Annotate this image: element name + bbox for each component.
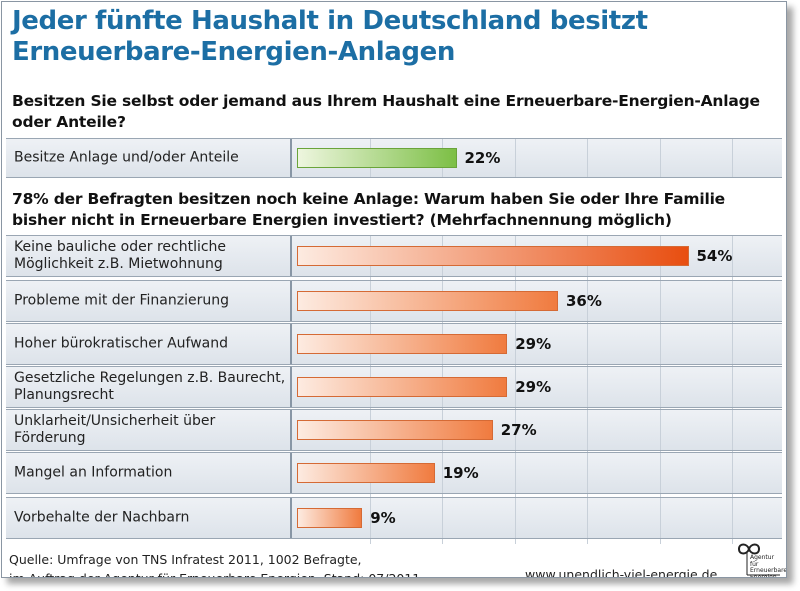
chart-row: Mangel an Information 19% bbox=[6, 452, 782, 494]
grid-line bbox=[659, 281, 661, 321]
grid-line bbox=[587, 498, 588, 538]
bar bbox=[297, 246, 689, 266]
value-label: 22% bbox=[464, 149, 501, 167]
chart-row: Hoher bürokratischer Aufwand 29% bbox=[6, 323, 782, 365]
grid-line bbox=[659, 498, 661, 538]
grid-line bbox=[587, 139, 588, 177]
grid-line bbox=[514, 367, 516, 407]
grid-line bbox=[659, 410, 661, 450]
grid-line bbox=[514, 453, 516, 493]
bar bbox=[297, 148, 457, 168]
bar bbox=[297, 291, 558, 311]
grid-line bbox=[659, 139, 661, 177]
category-label: Probleme mit der Finanzierung bbox=[14, 292, 229, 309]
grid-line bbox=[732, 139, 733, 177]
chart-row: Besitze Anlage und/oder Anteile 22% bbox=[6, 138, 782, 178]
row-separator bbox=[290, 139, 292, 177]
grid-line bbox=[732, 498, 733, 538]
category-label: Keine bauliche oder rechtliche Möglichke… bbox=[14, 239, 227, 272]
row-separator bbox=[290, 281, 292, 321]
question-ownership: Besitzen Sie selbst oder jemand aus Ihre… bbox=[12, 92, 760, 131]
category-label: Mangel an Information bbox=[14, 464, 173, 481]
grid-line bbox=[659, 453, 661, 493]
grid-line bbox=[587, 324, 588, 364]
grid-line bbox=[587, 453, 588, 493]
grid-line bbox=[732, 410, 733, 450]
title-line-2: Erneuerbare-Energien-Anlagen bbox=[12, 37, 455, 67]
title-line-1: Jeder fünfte Haushalt in Deutschland bes… bbox=[12, 6, 648, 36]
value-label: 54% bbox=[696, 247, 733, 265]
chart-row: Unklarheit/Unsicherheit über Förderung 27… bbox=[6, 409, 782, 451]
row-separator bbox=[290, 324, 292, 364]
chart-row: Keine bauliche oder rechtliche Möglichke… bbox=[6, 235, 782, 277]
infinity-logo-icon bbox=[737, 543, 780, 576]
bar bbox=[297, 334, 508, 354]
category-label: Unklarheit/Unsicherheit über Förderung bbox=[14, 413, 216, 446]
chart-reasons: Keine bauliche oder rechtliche Möglichke… bbox=[6, 235, 782, 544]
bar bbox=[297, 420, 493, 440]
bar bbox=[297, 508, 363, 528]
source-note: Quelle: Umfrage von TNS Infratest 2011, … bbox=[9, 550, 489, 577]
grid-line bbox=[514, 498, 516, 538]
chart-row: Probleme mit der Finanzierung 36% bbox=[6, 280, 782, 322]
logo-text: Agentur für Erneuerbare Energien bbox=[750, 554, 787, 578]
value-label: 19% bbox=[442, 464, 479, 482]
grid-line bbox=[369, 498, 371, 538]
agency-logo: Agentur für Erneuerbare Energien bbox=[737, 541, 787, 578]
bar bbox=[297, 463, 435, 483]
page-title: Jeder fünfte Haushalt in Deutschland bes… bbox=[12, 6, 782, 68]
row-separator bbox=[290, 367, 292, 407]
infographic-frame: Jeder fünfte Haushalt in Deutschland bes… bbox=[1, 1, 787, 578]
category-label: Gesetzliche Regelungen z.B. Baurecht, Pl… bbox=[14, 370, 286, 403]
chart-ownership: Besitze Anlage und/oder Anteile 22% bbox=[6, 138, 782, 178]
website-link[interactable]: www.unendlich-viel-energie.de bbox=[525, 567, 718, 578]
grid-line bbox=[587, 367, 588, 407]
grid-line bbox=[659, 324, 661, 364]
grid-line bbox=[514, 324, 516, 364]
category-label: Vorbehalte der Nachbarn bbox=[14, 509, 190, 526]
chart-row: Vorbehalte der Nachbarn 9% bbox=[6, 497, 782, 539]
source-line-2: im Auftrag der Agentur für Erneuerbare E… bbox=[9, 569, 489, 577]
grid-line bbox=[514, 410, 516, 450]
category-label: Hoher bürokratischer Aufwand bbox=[14, 335, 228, 352]
value-label: 29% bbox=[515, 335, 552, 353]
bar bbox=[297, 377, 508, 397]
value-label: 36% bbox=[566, 292, 602, 310]
row-separator bbox=[290, 453, 292, 493]
chart-row: Gesetzliche Regelungen z.B. Baurecht, Pl… bbox=[6, 366, 782, 408]
source-line-1: Quelle: Umfrage von TNS Infratest 2011, … bbox=[9, 552, 362, 567]
grid-line bbox=[732, 236, 733, 276]
question-reasons: 78% der Befragten besitzen noch keine An… bbox=[12, 190, 725, 229]
grid-line bbox=[732, 453, 733, 493]
value-label: 29% bbox=[515, 378, 552, 396]
value-label: 27% bbox=[500, 421, 537, 439]
grid-line bbox=[732, 367, 733, 407]
grid-line bbox=[587, 281, 588, 321]
grid-line bbox=[659, 367, 661, 407]
row-separator bbox=[290, 410, 292, 450]
row-separator bbox=[290, 236, 292, 276]
grid-line bbox=[732, 281, 733, 321]
grid-line bbox=[442, 498, 443, 538]
row-separator bbox=[290, 498, 292, 538]
grid-line bbox=[732, 324, 733, 364]
grid-line bbox=[442, 453, 443, 493]
value-label: 9% bbox=[370, 509, 396, 527]
grid-line bbox=[514, 139, 516, 177]
grid-line bbox=[587, 410, 588, 450]
category-label: Besitze Anlage und/oder Anteile bbox=[14, 149, 239, 166]
